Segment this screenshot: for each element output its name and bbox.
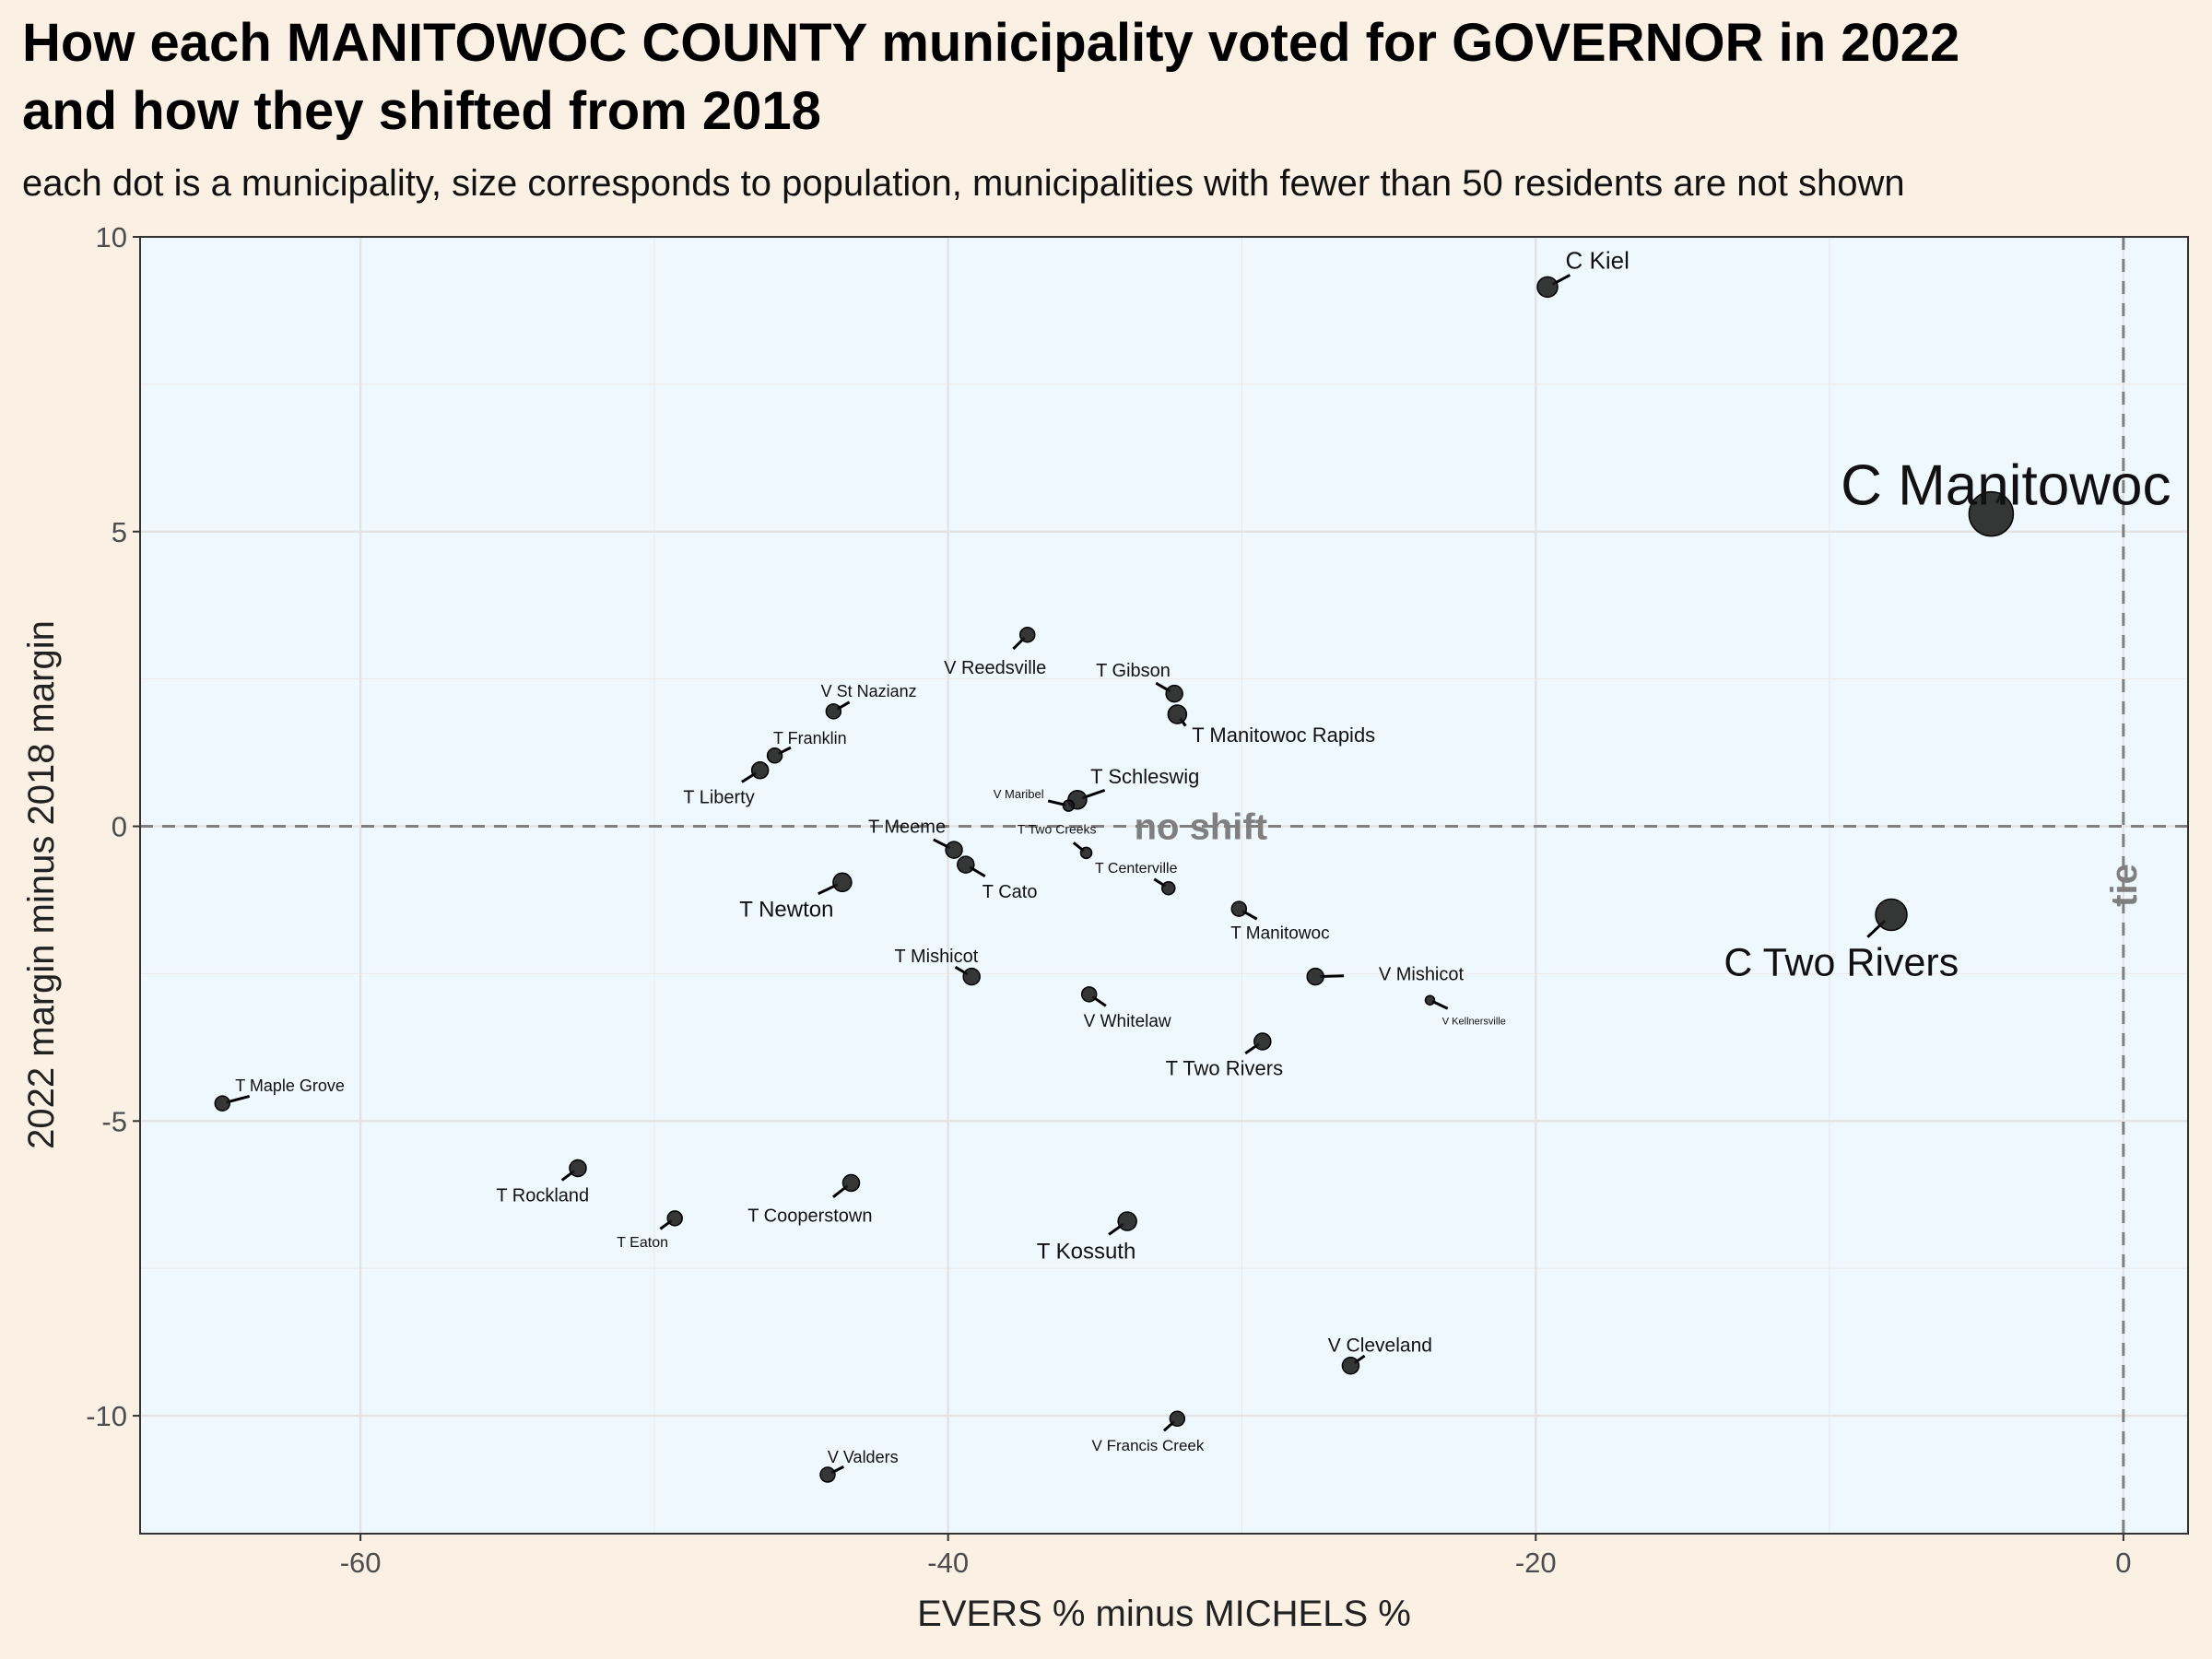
x-tick-label: 0	[2115, 1547, 2131, 1579]
y-tick-label: -10	[86, 1400, 127, 1432]
point-label: V Reedsville	[944, 658, 1046, 678]
data-point	[1169, 1410, 1186, 1428]
point-label: V Whitelaw	[1084, 1012, 1171, 1031]
data-point	[962, 967, 981, 986]
chart-title-line2: and how they shifted from 2018	[22, 81, 821, 141]
point-label: T Cato	[982, 882, 1038, 902]
data-point	[569, 1159, 587, 1178]
data-point	[1161, 880, 1176, 896]
tie-label: tie	[2104, 864, 2145, 907]
data-point	[766, 747, 783, 764]
data-point	[1080, 986, 1098, 1003]
data-point	[841, 1173, 861, 1193]
point-label: T Liberty	[683, 788, 754, 808]
data-point	[1167, 704, 1188, 724]
x-axis-title: EVERS % minus MICHELS %	[917, 1594, 1411, 1634]
data-points: C Kiel C Manitowoc C Two Rivers V Reedsvill…	[214, 247, 2171, 1483]
point-label: V Mishicot	[1379, 964, 1465, 984]
data-point	[214, 1095, 231, 1112]
point-label: V Valders	[828, 1448, 899, 1466]
point-label: T Centerville	[1095, 861, 1178, 877]
y-tick-label: 10	[96, 221, 127, 253]
data-point	[1079, 846, 1093, 860]
point-label: T Gibson	[1096, 661, 1171, 681]
point-label: T Rockland	[496, 1185, 589, 1206]
data-point	[750, 761, 770, 780]
point-label: T Maple Grove	[235, 1077, 345, 1095]
point-label: V Kellnersville	[1442, 1016, 1506, 1027]
axis-ticks: -60 -40 -20 0 -10 -5 0 5 10	[86, 221, 2131, 1579]
data-point	[819, 1466, 836, 1483]
x-tick-label: -60	[340, 1547, 382, 1579]
point-label: T Two Rivers	[1166, 1056, 1284, 1079]
data-point	[957, 855, 975, 874]
data-point	[825, 703, 842, 720]
data-point	[945, 841, 963, 859]
data-point	[1341, 1356, 1360, 1375]
data-point	[832, 872, 853, 893]
y-tick-label: -5	[101, 1105, 127, 1137]
y-tick-label: 0	[112, 811, 127, 843]
point-label: C Two Rivers	[1724, 941, 1959, 985]
data-point	[1875, 898, 1908, 932]
data-point	[1019, 626, 1036, 643]
point-label: T Manitowoc	[1230, 924, 1329, 943]
point-label: T Eaton	[617, 1235, 668, 1251]
x-tick-label: -40	[927, 1547, 969, 1579]
point-label: T Newton	[739, 897, 833, 922]
y-tick-label: 5	[112, 516, 127, 548]
point-label: T Cooperstown	[747, 1206, 872, 1227]
point-label: V Cleveland	[1328, 1335, 1432, 1357]
data-point	[666, 1210, 683, 1227]
point-leader-line	[1431, 1000, 1449, 1010]
data-point	[1536, 276, 1559, 299]
chart-subtitle: each dot is a municipality, size corresp…	[22, 163, 1905, 204]
reference-lines: no shift tie	[140, 237, 2188, 1534]
point-label: C Kiel	[1566, 247, 1630, 275]
chart-title-line1: How each MANITOWOC COUNTY municipality v…	[22, 13, 1959, 73]
data-point	[1424, 994, 1436, 1006]
point-label: T Manitowoc Rapids	[1192, 724, 1375, 747]
data-point	[1230, 900, 1248, 917]
point-label: T Meeme	[868, 818, 946, 838]
point-label: T Franklin	[773, 729, 847, 747]
data-point	[1253, 1032, 1272, 1051]
data-point	[1306, 967, 1324, 986]
point-label: T Mishicot	[895, 947, 979, 967]
data-point	[1165, 684, 1183, 703]
point-label: V Francis Creek	[1092, 1437, 1205, 1454]
x-tick-label: -20	[1515, 1547, 1557, 1579]
point-label: T Schleswig	[1090, 765, 1199, 788]
data-point	[1117, 1211, 1137, 1231]
point-label: V St Nazianz	[821, 682, 917, 700]
data-point	[1968, 490, 2015, 537]
data-point	[1062, 799, 1076, 812]
point-label: C Manitowoc	[1841, 453, 2171, 517]
y-axis-title: 2022 margin minus 2018 margin	[21, 620, 62, 1149]
point-label: T Kossuth	[1037, 1239, 1136, 1264]
point-label: T Two Creeks	[1018, 822, 1097, 837]
no-shift-label: no shift	[1135, 807, 1267, 848]
plot-panel-border	[139, 236, 2189, 1535]
point-label: V Maribel	[994, 787, 1044, 801]
